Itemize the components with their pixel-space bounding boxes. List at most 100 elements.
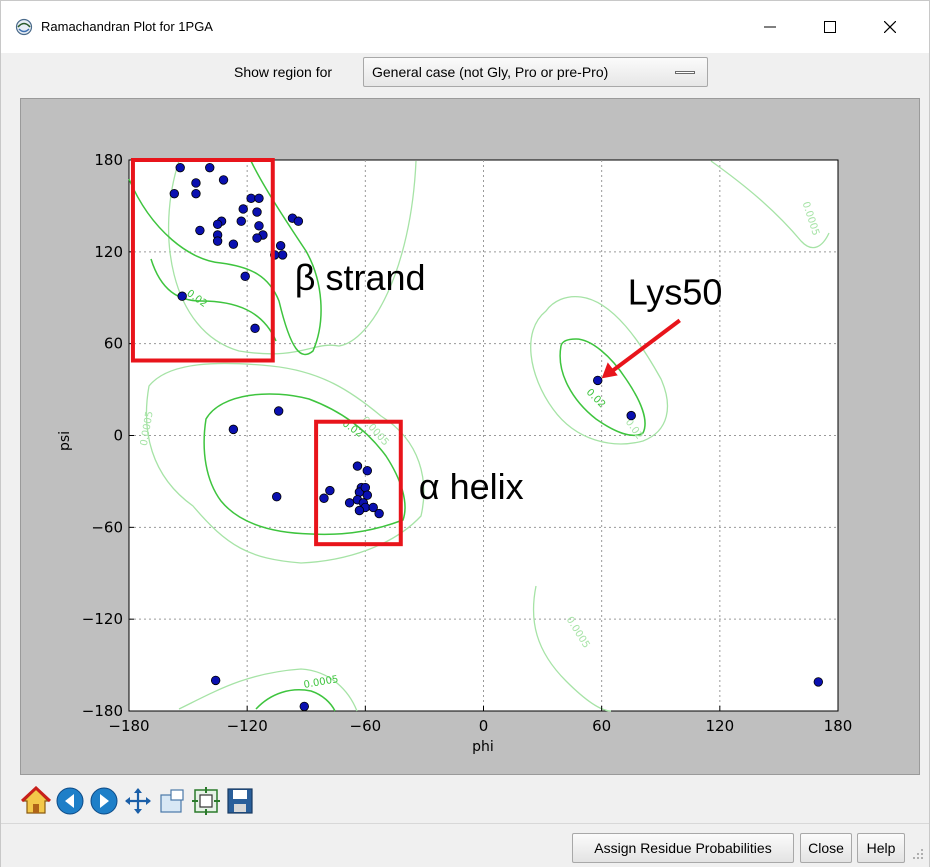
residue-point[interactable] — [626, 410, 636, 421]
lys50-label: Lys50 — [628, 271, 723, 312]
residue-point[interactable] — [275, 241, 286, 251]
y-tick-label: −60 — [91, 518, 123, 536]
residue-point[interactable] — [252, 233, 262, 243]
minimize-icon — [764, 26, 776, 28]
forward-button[interactable] — [87, 784, 121, 818]
residue-point[interactable] — [175, 162, 185, 173]
residue-point[interactable] — [273, 406, 284, 416]
window-title: Ramachandran Plot for 1PGA — [41, 19, 213, 34]
residue-point[interactable] — [299, 701, 309, 712]
residue-point[interactable] — [362, 490, 373, 500]
residue-point[interactable] — [319, 493, 329, 503]
residue-point[interactable] — [374, 508, 384, 519]
residue-point[interactable] — [277, 250, 288, 260]
x-axis-label: phi — [472, 739, 494, 755]
residue-point[interactable] — [238, 204, 248, 214]
configure-button[interactable] — [189, 784, 223, 818]
zoom-icon — [160, 789, 184, 813]
forward-icon — [90, 787, 118, 815]
y-tick-label: 120 — [94, 243, 123, 261]
resize-grip-icon[interactable] — [911, 847, 925, 861]
alpha-helix-box — [314, 419, 403, 547]
residue-point[interactable] — [354, 505, 365, 516]
residue-point[interactable] — [272, 492, 282, 502]
residue-point[interactable] — [212, 236, 223, 246]
residue-point[interactable] — [344, 498, 355, 508]
app-icon — [15, 18, 33, 36]
zoom-button[interactable] — [155, 784, 189, 818]
residue-point[interactable] — [228, 424, 239, 435]
residue-point[interactable] — [240, 271, 250, 282]
y-tick-label: −120 — [82, 610, 123, 628]
residue-point[interactable] — [205, 162, 215, 173]
annotations: β strand α helix Lys50 — [130, 158, 723, 547]
y-tick-label: 0 — [113, 427, 123, 445]
beta-strand-label: β strand — [295, 257, 426, 298]
y-tick-label: −180 — [82, 702, 123, 720]
residue-point[interactable] — [368, 502, 378, 513]
dropdown-indicator-icon — [675, 71, 695, 74]
x-tick-label: 60 — [592, 717, 611, 735]
x-tick-label: −180 — [108, 717, 149, 735]
save-icon — [227, 788, 253, 814]
pan-button[interactable] — [121, 784, 155, 818]
save-button[interactable] — [223, 784, 257, 818]
residue-point[interactable] — [250, 323, 260, 334]
grid-lines — [129, 160, 838, 711]
y-tick-label: 180 — [94, 151, 123, 169]
residue-point[interactable] — [325, 485, 335, 496]
close-icon — [884, 21, 896, 33]
residue-point[interactable] — [813, 677, 824, 687]
maximize-button[interactable] — [807, 9, 853, 45]
residue-point[interactable] — [362, 466, 373, 476]
residue-point[interactable] — [191, 178, 201, 188]
x-tick-label: 180 — [824, 717, 853, 735]
residue-point[interactable] — [195, 225, 205, 236]
residue-point[interactable] — [212, 219, 223, 229]
residue-point[interactable] — [191, 188, 201, 199]
residue-point[interactable] — [228, 239, 239, 249]
residue-point[interactable] — [210, 675, 221, 686]
residue-point[interactable] — [177, 291, 187, 301]
data-points — [169, 162, 824, 712]
residue-point[interactable] — [246, 193, 256, 203]
axis-ticks: −180 −120 −60 0 60 120 180 180 120 60 0 −60 −120 −180 — [82, 151, 853, 735]
close-button[interactable]: Close — [800, 833, 852, 863]
residue-point[interactable] — [169, 188, 179, 199]
residue-point[interactable] — [352, 461, 363, 471]
residue-point[interactable] — [293, 216, 304, 226]
pan-icon — [125, 788, 151, 814]
region-select[interactable]: General case (not Gly, Pro or pre-Pro) — [363, 57, 708, 87]
maximize-icon — [824, 21, 836, 33]
region-label: Show region for — [234, 64, 333, 80]
residue-point[interactable] — [218, 175, 229, 185]
beta-strand-box — [130, 158, 275, 363]
assign-residue-probabilities-button[interactable]: Assign Residue Probabilities — [572, 833, 794, 863]
back-button[interactable] — [53, 784, 87, 818]
lys50-arrowhead — [601, 362, 618, 379]
help-button[interactable]: Help — [857, 833, 905, 863]
contour-002 — [128, 160, 646, 712]
configure-icon — [192, 787, 220, 815]
residue-point[interactable] — [360, 482, 371, 493]
residue-point[interactable] — [593, 375, 603, 386]
lys50-arrow — [606, 318, 681, 376]
residue-point[interactable] — [254, 193, 264, 203]
residue-point[interactable] — [236, 216, 246, 226]
residue-point[interactable] — [254, 221, 264, 231]
y-axis-label: psi — [57, 431, 73, 451]
residue-point[interactable] — [252, 207, 262, 217]
home-button[interactable] — [19, 784, 53, 818]
navigation-toolbar — [1, 779, 929, 823]
back-icon — [56, 787, 84, 815]
x-tick-label: 120 — [706, 717, 735, 735]
alpha-helix-label: α helix — [419, 466, 524, 507]
x-tick-label: −120 — [227, 717, 268, 735]
close-window-button[interactable] — [867, 9, 913, 45]
region-select-value: General case (not Gly, Pro or pre-Pro) — [372, 64, 609, 80]
home-icon — [21, 786, 51, 814]
minimize-button[interactable] — [747, 9, 793, 45]
title-bar[interactable]: Ramachandran Plot for 1PGA — [1, 1, 929, 53]
